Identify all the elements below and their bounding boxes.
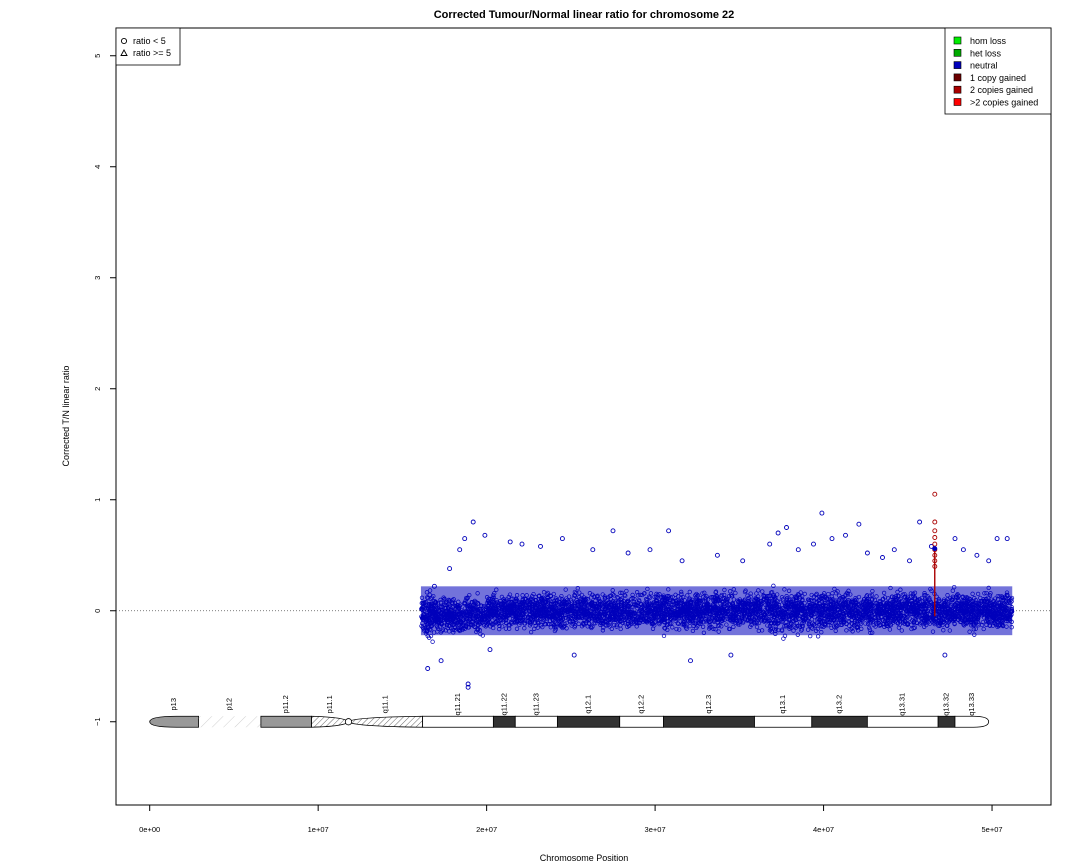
chart-title: Corrected Tumour/Normal linear ratio for… xyxy=(434,9,735,21)
cloud-point xyxy=(430,639,435,644)
cloud-point xyxy=(781,636,786,641)
plot-frame xyxy=(115,27,1052,806)
neutral-point-cloud xyxy=(419,583,1015,644)
